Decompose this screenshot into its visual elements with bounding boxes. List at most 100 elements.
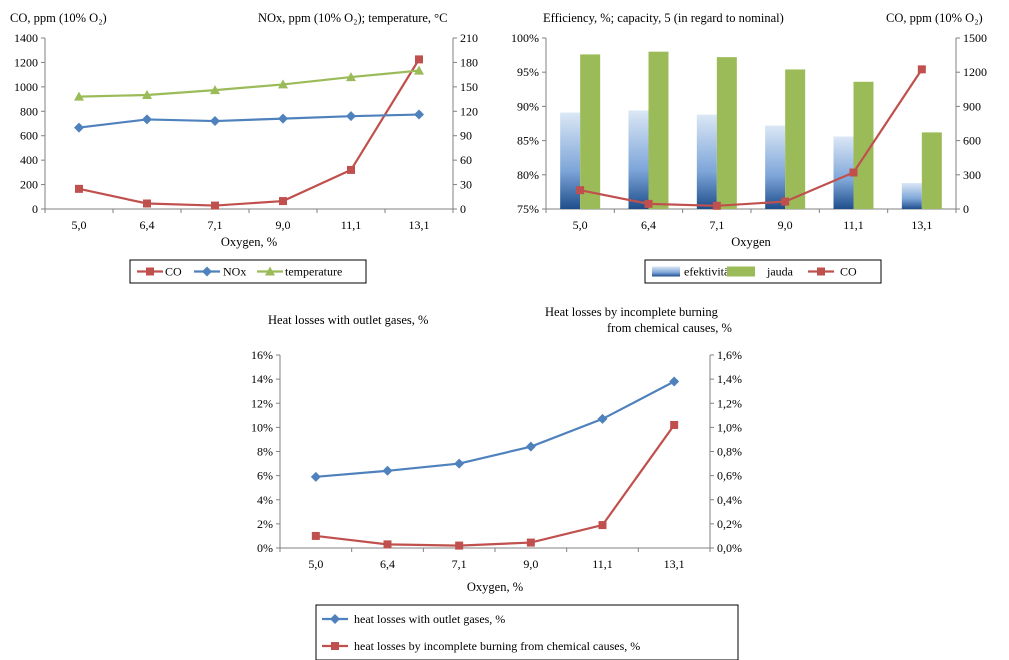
bar-efficiency (833, 136, 854, 209)
x-tick-label: 9,0 (778, 218, 793, 232)
right-tick-label: 1500 (963, 31, 987, 45)
left-axis-title: Efficiency, %; capacity, 5 (in regard to… (543, 11, 784, 25)
left-tick-label: 1200 (14, 55, 38, 69)
right-axis-title-line: Heat losses by incomplete burning (545, 305, 719, 319)
left-tick-label: 200 (20, 178, 38, 192)
data-point-2 (644, 199, 653, 208)
right-tick-label: 1200 (963, 65, 987, 79)
left-tick-label: 1400 (14, 31, 38, 45)
left-tick-label: 8% (257, 445, 273, 459)
left-tick-label: 600 (20, 129, 38, 143)
right-tick-label: 600 (963, 134, 981, 148)
left-tick-label: 400 (20, 153, 38, 167)
left-tick-label: 75% (517, 202, 539, 216)
left-tick-label: 95% (517, 65, 539, 79)
legend-box (129, 259, 367, 284)
data-point-0 (211, 201, 219, 210)
bar-capacity (785, 69, 806, 210)
data-point-0 (75, 184, 83, 193)
right-tick-label: 90 (460, 129, 472, 143)
data-point-1 (311, 531, 320, 540)
series-line-1 (78, 113, 420, 129)
data-point-0 (382, 465, 393, 476)
data-point-2 (278, 79, 288, 89)
legend-swatch (727, 266, 755, 277)
left-tick-label: 6% (257, 469, 273, 483)
x-tick-label: 9,0 (276, 218, 291, 232)
left-tick-label: 12% (251, 396, 273, 410)
bar-efficiency (901, 183, 922, 209)
data-point-0 (669, 376, 680, 387)
x-tick-label: 5,0 (72, 218, 87, 232)
left-axis-title: Heat losses with outlet gases, % (268, 313, 428, 327)
legend-label: CO (840, 265, 857, 279)
legend-swatch (652, 266, 680, 277)
data-point-1 (526, 538, 535, 547)
left-tick-label: 80% (517, 168, 539, 182)
data-point-1 (142, 114, 152, 125)
legend-marker (146, 267, 154, 276)
data-point-2 (346, 72, 356, 82)
series-line-0 (315, 380, 675, 478)
data-point-2 (712, 201, 721, 210)
right-tick-label: 0 (963, 202, 969, 216)
right-tick-label: 1,6% (717, 348, 742, 362)
data-point-0 (279, 197, 287, 206)
series-line-2 (579, 68, 923, 207)
right-tick-label: 60 (460, 153, 472, 167)
right-tick-label: 0,4% (717, 493, 742, 507)
x-tick-label: 13,1 (664, 557, 685, 571)
data-point-0 (597, 413, 608, 424)
x-tick-label: 6,4 (641, 218, 656, 232)
x-axis-label: Oxygen, % (467, 580, 523, 594)
x-tick-label: 11,1 (341, 218, 362, 232)
left-axis-title: CO, ppm (10% O₂) (10, 11, 107, 25)
data-point-1 (346, 111, 356, 122)
data-point-2 (849, 168, 858, 177)
chart-1: CO, ppm (10% O₂) NOx, ppm (10% O₂); tempe… (10, 11, 478, 284)
right-tick-label: 900 (963, 99, 981, 113)
bar-efficiency (765, 125, 786, 209)
bar-efficiency (696, 114, 717, 209)
legend-label: CO (165, 265, 182, 279)
right-axis-title: NOx, ppm (10% O₂); temperature, °C (258, 11, 448, 25)
data-point-2 (917, 65, 926, 74)
right-tick-label: 0 (460, 202, 466, 216)
data-point-2 (74, 91, 84, 101)
x-tick-label: 9,0 (523, 557, 538, 571)
left-tick-label: 800 (20, 104, 38, 118)
legend-box (644, 259, 882, 284)
legend-label: efektivitāte (684, 265, 738, 279)
left-tick-label: 100% (511, 31, 539, 45)
x-tick-label: 11,1 (843, 218, 864, 232)
legend-box (315, 604, 739, 660)
right-tick-label: 120 (460, 104, 478, 118)
legend-marker (330, 614, 340, 624)
right-tick-label: 0,6% (717, 469, 742, 483)
left-tick-label: 4% (257, 493, 273, 507)
bar-capacity (648, 51, 669, 210)
chart-3: Heat losses with outlet gases, % Heat los… (251, 305, 742, 660)
series-line-2 (78, 69, 420, 98)
x-tick-label: 5,0 (308, 557, 323, 571)
x-axis-label: Oxygen, % (221, 235, 277, 249)
data-point-1 (598, 521, 607, 530)
bar-efficiency (628, 110, 649, 209)
legend-label: temperature (285, 265, 342, 279)
left-tick-label: 10% (251, 420, 273, 434)
data-point-1 (278, 113, 288, 124)
legend-label: heat losses with outlet gases, % (354, 612, 505, 626)
data-point-0 (347, 165, 355, 174)
right-tick-label: 0,8% (717, 445, 742, 459)
x-tick-label: 5,0 (573, 218, 588, 232)
right-tick-label: 1,2% (717, 396, 742, 410)
right-tick-label: 150 (460, 80, 478, 94)
data-point-0 (310, 471, 321, 482)
legend-marker (202, 266, 212, 277)
legend-label: heat losses by incomplete burning from c… (354, 639, 640, 653)
left-tick-label: 90% (517, 99, 539, 113)
data-point-0 (415, 55, 423, 64)
data-point-2 (781, 197, 790, 206)
right-tick-label: 1,0% (717, 420, 742, 434)
x-tick-label: 6,4 (380, 557, 395, 571)
